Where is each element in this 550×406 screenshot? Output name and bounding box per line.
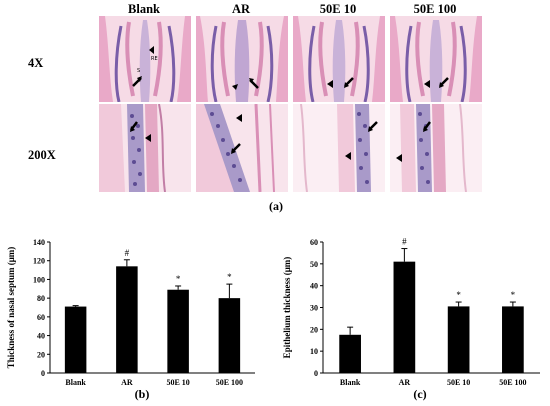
y-tick-label: 140 (33, 238, 45, 247)
micrograph-blank-4x: RE S (99, 16, 191, 102)
panel-label-a: (a) (269, 199, 283, 213)
bar-3 (502, 306, 524, 373)
micrograph-blank-200x (99, 104, 191, 192)
bar-1 (393, 261, 416, 373)
significance-marker-1: # (125, 248, 130, 258)
y-tick-label: 40 (310, 282, 318, 291)
column-label-ar: AR (231, 2, 251, 16)
y-tick-label: 60 (37, 313, 45, 322)
x-tick-label-2: 50E 10 (447, 378, 470, 387)
y-tick-label: 40 (37, 332, 45, 341)
x-tick-label-0: Blank (65, 378, 86, 387)
significance-marker-3: * (511, 290, 516, 300)
micrograph-50e-100-4x (390, 16, 482, 102)
histology-figure: Blank AR 50E 10 50E 100 4X 200X RE S (28, 2, 482, 213)
column-label-50e-100: 50E 100 (413, 2, 457, 16)
bar-2 (447, 306, 470, 373)
bar-0 (339, 334, 361, 373)
x-tick-label-1: AR (399, 378, 411, 387)
bar-3 (218, 298, 241, 373)
micrograph-ar-200x (196, 104, 288, 192)
y-tick-label: 30 (310, 304, 318, 313)
x-tick-label-0: Blank (340, 378, 361, 387)
y-tick-label: 0 (41, 369, 45, 378)
y-tick-label: 60 (310, 238, 318, 247)
bar-0 (64, 306, 87, 373)
y-tick-label: 120 (33, 257, 45, 266)
micrograph-50e-10-4x (293, 16, 385, 102)
re-label: RE (151, 56, 158, 62)
y-axis-title: Epithelium thickness (μm) (282, 257, 292, 359)
s-label: S (137, 68, 140, 74)
y-tick-label: 50 (310, 260, 318, 269)
y-tick-label: 20 (310, 325, 318, 334)
panel-label-b: (b) (134, 387, 150, 401)
column-label-50e-10: 50E 10 (319, 2, 357, 16)
significance-marker-2: * (456, 290, 461, 300)
chart-c: 0 10 20 30 40 50 60 Epithelium thickness (μm) Bl… (280, 232, 550, 401)
y-tick-label: 0 (314, 369, 318, 378)
chart-c-svg: 0 10 20 30 40 50 60 Epithelium thickness (μm) Bl… (282, 237, 540, 387)
chart-b: 0 20 40 60 80 100 120 140 Thickness of nasal sep… (0, 232, 275, 401)
y-tick-label: 80 (37, 294, 45, 303)
micrograph-ar-4x (196, 16, 288, 102)
bar-1 (116, 266, 138, 373)
significance-marker-2: * (176, 274, 181, 284)
row-label-4x: 4X (28, 56, 44, 70)
y-tick-label: 10 (310, 347, 318, 356)
y-tick-label: 100 (33, 275, 45, 284)
y-tick-label: 20 (37, 350, 45, 359)
row-label-200x: 200X (28, 148, 56, 162)
chart-b-svg: 0 20 40 60 80 100 120 140 Thickness of nasal sep… (6, 238, 255, 387)
x-tick-label-1: AR (121, 378, 133, 387)
panel-label-c: (c) (413, 387, 427, 401)
micrograph-50e-10-200x (293, 104, 385, 192)
y-axis-title: Thickness of nasal septum (μm) (6, 247, 16, 369)
column-label-blank: Blank (128, 2, 160, 16)
significance-marker-1: # (402, 237, 407, 247)
x-tick-label-2: 50E 10 (166, 378, 189, 387)
x-tick-label-3: 50E 100 (216, 378, 243, 387)
micrograph-50e-100-200x (390, 104, 482, 192)
x-tick-label-3: 50E 100 (499, 378, 526, 387)
significance-marker-3: * (227, 272, 232, 282)
bar-2 (167, 289, 189, 373)
